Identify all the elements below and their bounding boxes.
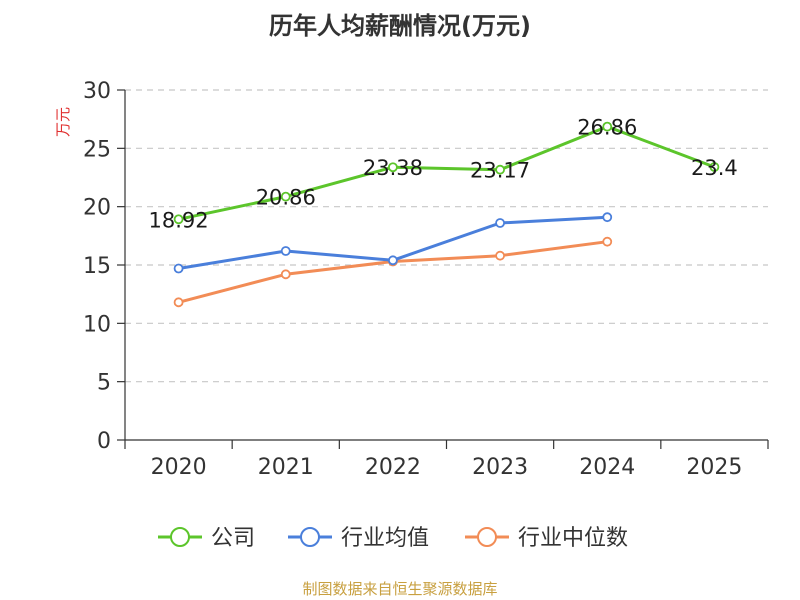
legend-item-行业均值[interactable]: 行业均值 [288,526,429,551]
x-tick-label-2021: 2021 [258,455,314,480]
data-label-2020: 18.92 [149,208,209,232]
data-point-公司[interactable] [495,164,505,175]
x-tick-label-2025: 2025 [686,455,742,480]
data-label-2021: 20.86 [256,186,316,210]
y-tick-label-15: 15 [83,254,111,279]
data-point-行业均值[interactable] [388,255,398,266]
x-tick-label-2023: 2023 [472,455,528,480]
y-tick-label-25: 25 [83,137,111,162]
data-labels: 18.92 20.86 23.38 23.17 26.86 23.4 [149,116,738,233]
gridlines [125,89,768,383]
y-tick-label-30: 30 [83,79,111,104]
data-label-2025: 23.4 [691,156,738,180]
data-point-行业中位数[interactable] [495,250,505,261]
legend-marker-icon [477,527,497,547]
y-axis-unit: 万元 [54,107,72,137]
data-point-公司[interactable] [709,162,720,172]
y-tick-label-10: 10 [83,312,111,337]
legend-item-公司[interactable]: 公司 [158,526,255,551]
data-point-行业均值[interactable] [602,212,613,223]
data-point-行业均值[interactable] [495,218,505,228]
y-tick-label-20: 20 [83,196,111,221]
data-point-公司[interactable] [173,214,184,225]
legend-item-行业中位数[interactable]: 行业中位数 [465,526,628,551]
legend-marker-icon [300,527,320,547]
data-label-2022: 23.38 [363,156,423,180]
x-tick-label-2020: 2020 [151,455,207,480]
data-point-公司[interactable] [280,191,291,202]
data-label-2024: 26.86 [577,116,637,140]
legend: 公司 行业均值 行业中位数 [158,526,628,551]
data-point-行业中位数[interactable] [280,269,291,280]
legend-label: 行业均值 [341,526,429,551]
series-lines [173,121,720,308]
chart-title: 历年人均薪酬情况(万元) [269,12,531,40]
data-point-公司[interactable] [602,121,613,132]
data-label-2023: 23.17 [470,159,530,183]
data-point-行业均值[interactable] [280,246,291,256]
legend-marker-icon [170,527,190,547]
x-tick-label-2022: 2022 [365,455,421,480]
data-point-公司[interactable] [388,162,398,173]
series-line-行业中位数 [177,240,609,304]
legend-label: 公司 [211,526,255,551]
data-point-行业中位数[interactable] [602,236,613,247]
data-source-note: 制图数据来自恒生聚源数据库 [302,580,497,598]
y-tick-label-0: 0 [97,429,111,454]
legend-label: 行业中位数 [518,526,628,551]
series-line-公司 [177,125,716,221]
x-tick-label-2024: 2024 [579,455,635,480]
y-tick-label-5: 5 [97,371,111,396]
data-point-行业中位数[interactable] [173,297,184,308]
data-point-行业均值[interactable] [173,263,184,274]
